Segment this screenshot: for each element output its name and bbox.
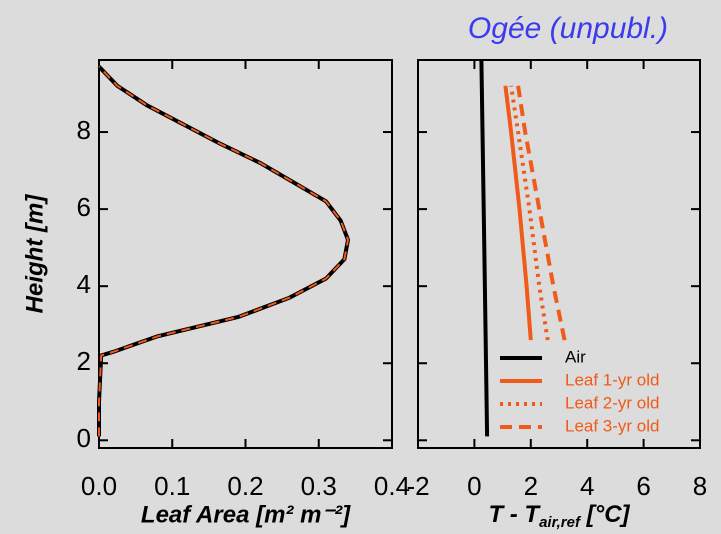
x-tick-label: 8 [693,471,707,501]
legend-label: Leaf 2-yr old [565,393,660,412]
x-tick-label: 0.3 [301,471,337,501]
legend-label: Leaf 1-yr old [565,370,660,389]
x-tick-label: 2 [524,471,538,501]
x-tick-label: 0 [467,471,481,501]
x-axis-label: T - Tair,ref [°C] [488,501,630,531]
x-axis-label-part: T - T [488,501,541,528]
y-tick-label: 8 [77,115,91,145]
x-axis-label-part: air,ref [539,514,582,531]
y-tick-label: 6 [77,192,91,222]
x-axis-label-part: [°C] [580,501,631,528]
data-line [479,59,490,437]
x-tick-label: 0.4 [374,471,410,501]
x-tick-label: 0.0 [81,471,117,501]
data-line-overlay [98,65,350,437]
plot-frame [98,59,393,449]
x-tick-label: 6 [636,471,650,501]
y-tick-label: 2 [77,346,91,376]
x-tick-label: -2 [406,471,429,501]
x-axis-label: Leaf Area [m² m⁻²] [141,501,351,528]
data-line [509,85,550,341]
legend-label: Leaf 3-yr old [565,416,660,435]
plot-frame [417,59,701,449]
x-tick-label: 0.2 [227,471,263,501]
x-tick-label: 0.1 [154,471,190,501]
x-tick-label: 4 [580,471,594,501]
chart-title: Ogée (unpubl.) [468,12,668,45]
legend-label: Air [565,347,586,366]
data-line [503,85,533,341]
data-line [97,65,351,437]
y-tick-label: 4 [77,269,91,299]
y-axis-label: Height [m] [21,194,48,314]
data-line [516,85,567,341]
y-tick-label: 0 [77,423,91,453]
